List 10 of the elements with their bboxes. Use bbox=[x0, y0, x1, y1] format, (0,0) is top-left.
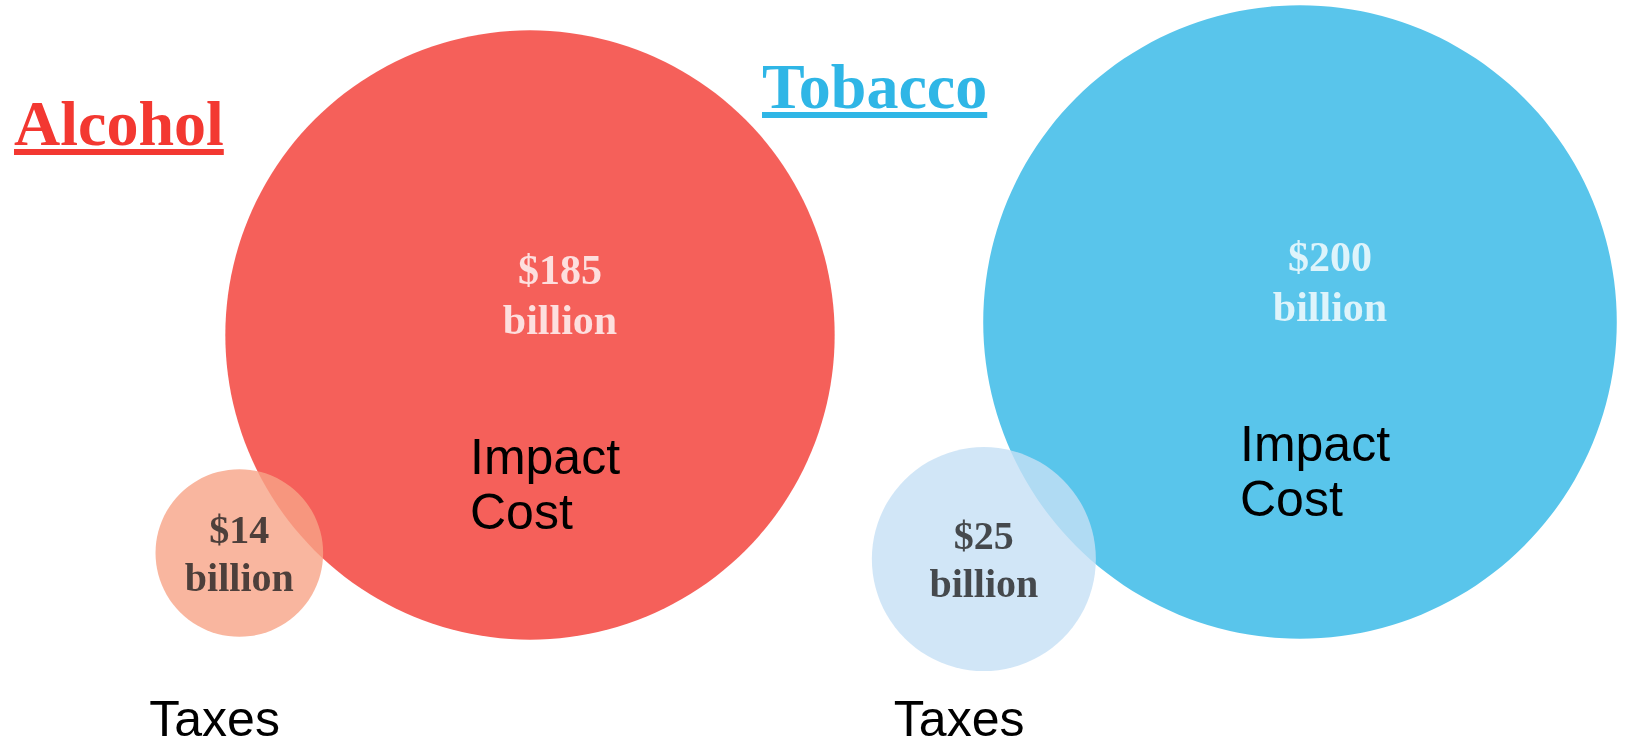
category-label: Taxes bbox=[149, 691, 280, 747]
data-label: $185 billion bbox=[502, 247, 618, 343]
data-label: $200 billion bbox=[1272, 234, 1388, 330]
series-label: Tobacco bbox=[762, 51, 988, 122]
data-label: $14 billion bbox=[184, 506, 294, 600]
series-label: Alcohol bbox=[14, 88, 224, 159]
data-label: $25 billion bbox=[929, 512, 1039, 606]
category-label: Impact Cost bbox=[1240, 416, 1391, 527]
category-label: Taxes bbox=[893, 691, 1025, 747]
category-label: Impact Cost bbox=[470, 429, 622, 540]
